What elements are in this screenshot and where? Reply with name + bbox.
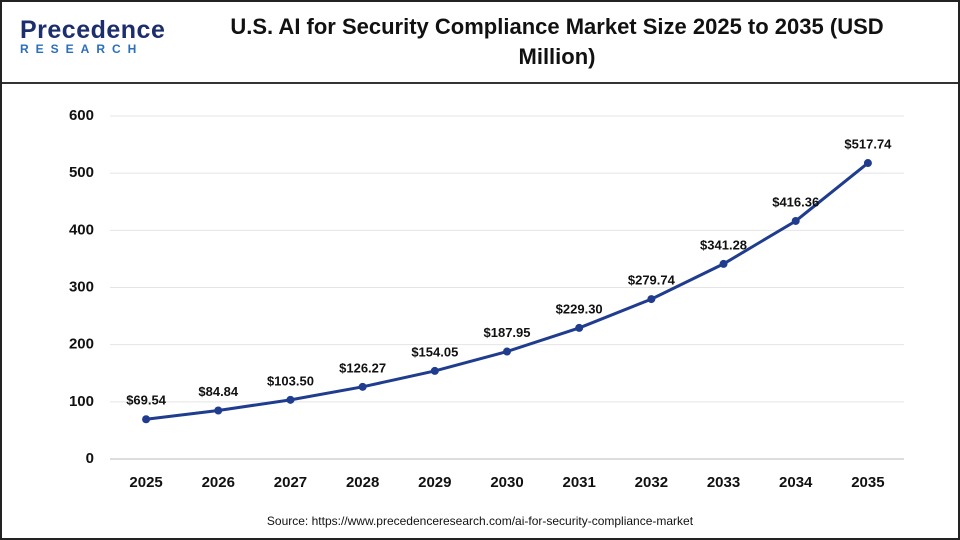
header: Precedence RESEARCH U.S. AI for Security… xyxy=(2,2,958,84)
x-tick-label: 2033 xyxy=(707,474,740,491)
value-label: $187.95 xyxy=(484,325,531,340)
value-label: $341.28 xyxy=(700,237,747,252)
y-tick-label: 300 xyxy=(69,278,94,295)
value-label: $126.27 xyxy=(339,360,386,375)
value-label: $69.54 xyxy=(126,393,167,408)
x-tick-label: 2030 xyxy=(490,474,523,491)
x-tick-label: 2032 xyxy=(635,474,668,491)
marker xyxy=(142,415,151,424)
value-label: $154.05 xyxy=(411,344,458,359)
x-tick-label: 2027 xyxy=(274,474,307,491)
marker xyxy=(863,159,872,168)
marker xyxy=(647,295,656,304)
y-tick-label: 200 xyxy=(69,336,94,353)
value-label: $84.84 xyxy=(198,384,239,399)
marker xyxy=(791,216,800,225)
logo-name: Precedence xyxy=(20,16,166,44)
value-label: $416.36 xyxy=(772,194,819,209)
chart-title: U.S. AI for Security Compliance Market S… xyxy=(230,14,884,69)
value-label: $229.30 xyxy=(556,301,603,316)
logo: Precedence RESEARCH xyxy=(20,16,170,56)
y-tick-label: 600 xyxy=(69,107,94,124)
y-tick-label: 500 xyxy=(69,164,94,181)
line xyxy=(145,161,869,421)
value-label: $103.50 xyxy=(267,373,314,388)
marker xyxy=(575,323,584,332)
marker xyxy=(214,406,223,415)
x-tick-label: 2035 xyxy=(851,474,884,491)
source: Source: https://www.precedenceresearch.c… xyxy=(267,514,694,528)
x-tick-label: 2025 xyxy=(129,474,162,491)
value-label: $279.74 xyxy=(628,273,676,288)
marker xyxy=(719,259,728,268)
y-tick-label: 400 xyxy=(69,221,94,238)
marker xyxy=(286,395,295,404)
y-tick-label: 0 xyxy=(86,450,94,467)
x-tick-label: 2026 xyxy=(202,474,235,491)
x-tick-label: 2028 xyxy=(346,474,379,491)
y-tick-label: 100 xyxy=(69,393,94,410)
value-label: $517.74 xyxy=(844,136,892,151)
x-tick-label: 2031 xyxy=(562,474,595,491)
x-tick-label: 2029 xyxy=(418,474,451,491)
marker xyxy=(430,366,439,375)
x-tick-label: 2034 xyxy=(779,474,813,491)
logo-tagline: RESEARCH xyxy=(20,42,144,56)
marker xyxy=(358,382,367,391)
marker xyxy=(503,347,511,356)
